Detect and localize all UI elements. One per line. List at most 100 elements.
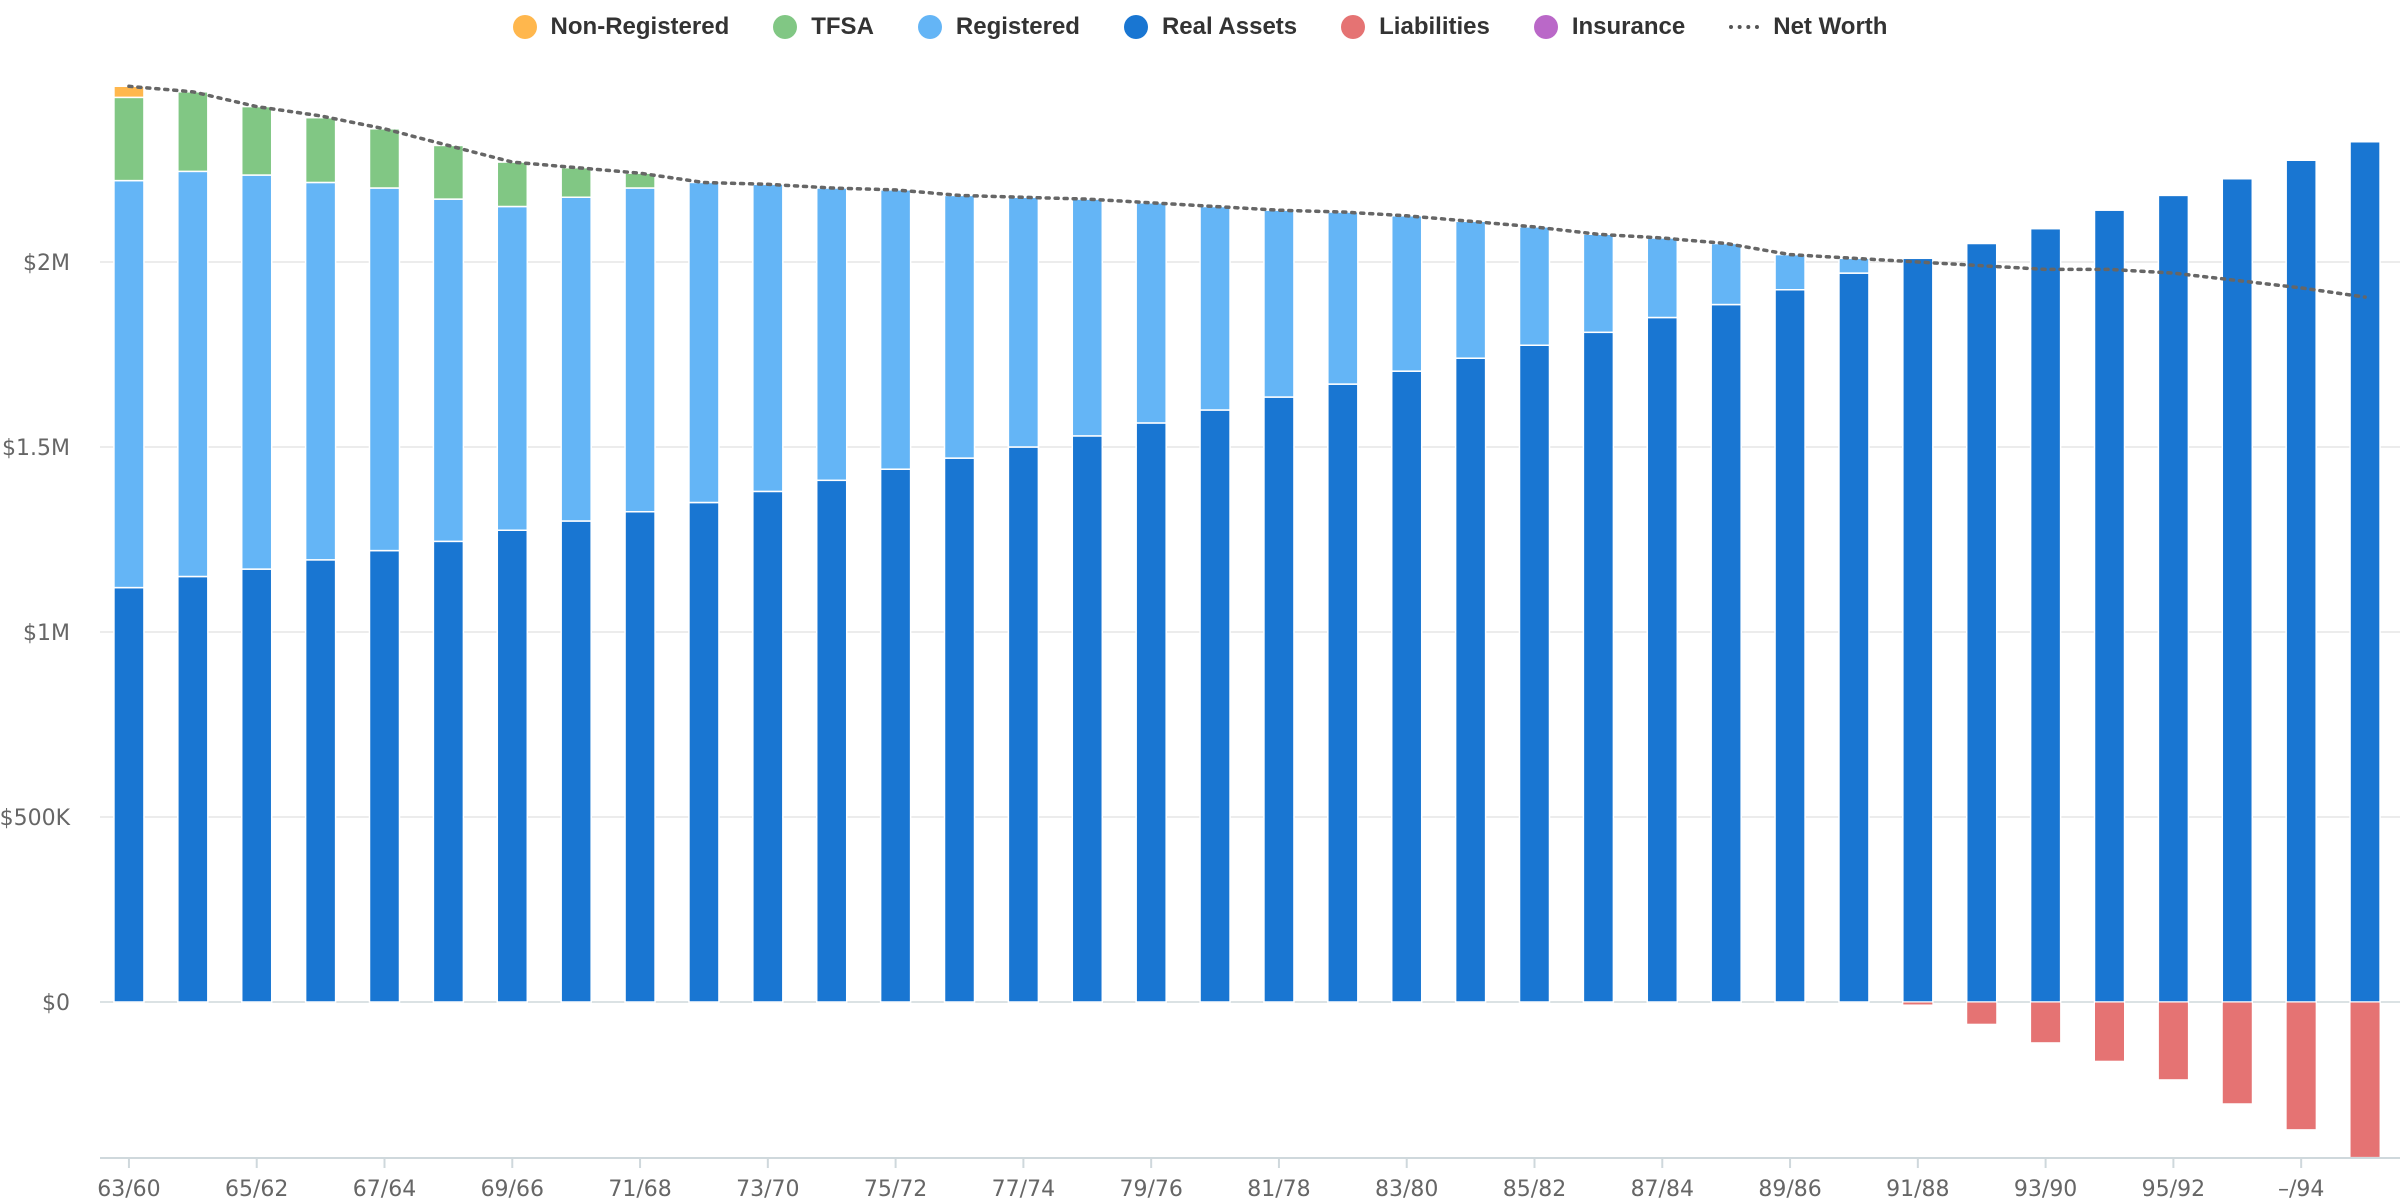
bar-real[interactable] — [1902, 257, 1934, 1003]
x-tick-label: 95/92 — [2142, 1177, 2205, 1200]
bar-real[interactable] — [943, 457, 976, 1003]
bar-reg[interactable] — [1646, 237, 1679, 319]
bar-reg[interactable] — [624, 187, 656, 513]
bar-real[interactable] — [304, 559, 337, 1003]
legend-label-insurance: Insurance — [1571, 13, 1686, 40]
y-tick-label: $0 — [42, 991, 70, 1016]
bar-liabilities[interactable] — [1966, 1001, 1998, 1025]
legend-item-registered[interactable]: Registered — [917, 13, 1080, 41]
bar-real[interactable] — [1327, 383, 1359, 1003]
bar-real[interactable] — [879, 468, 912, 1003]
bar-real[interactable] — [1710, 303, 1742, 1003]
bar-tfsa[interactable] — [177, 91, 209, 173]
legend-item-non-registered[interactable]: Non-Registered — [512, 13, 729, 41]
bar-tfsa[interactable] — [304, 116, 337, 184]
bar-reg[interactable] — [1390, 215, 1423, 372]
bar-reg[interactable] — [1710, 242, 1742, 306]
legend-item-insurance[interactable]: Insurance — [1533, 13, 1686, 41]
bar-tfsa[interactable] — [113, 96, 145, 182]
bar-liabilities[interactable] — [2157, 1001, 2189, 1081]
bar-reg[interactable] — [943, 194, 976, 459]
legend-marker-insurance — [1533, 15, 1558, 39]
bar-real[interactable] — [688, 501, 720, 1003]
bar-tfsa[interactable] — [368, 128, 401, 189]
bar-reg[interactable] — [1199, 205, 1231, 411]
bar-real[interactable] — [1774, 289, 1806, 1003]
bar-tfsa[interactable] — [624, 172, 656, 189]
bar-real[interactable] — [177, 575, 209, 1003]
bar-real[interactable] — [2349, 141, 2381, 1003]
bar-reg[interactable] — [1454, 220, 1487, 359]
bar-liabilities[interactable] — [2285, 1001, 2317, 1131]
bar-real[interactable] — [2285, 159, 2317, 1003]
x-tick-label: 75/72 — [864, 1177, 927, 1200]
x-tick-label: 63/60 — [97, 1177, 160, 1200]
bar-reg[interactable] — [368, 187, 401, 552]
bar-reg[interactable] — [688, 181, 720, 504]
bar-reg[interactable] — [752, 183, 784, 493]
bar-real[interactable] — [1071, 435, 1104, 1003]
bar-reg[interactable] — [1135, 202, 1167, 424]
net-worth-line[interactable] — [127, 84, 2367, 299]
bar-reg[interactable] — [1582, 233, 1615, 334]
bar-reg[interactable] — [879, 189, 912, 470]
bar-real[interactable] — [2157, 194, 2190, 1003]
bar-liabilities[interactable] — [2221, 1001, 2253, 1105]
bar-real[interactable] — [432, 540, 465, 1003]
legend-item-tfsa[interactable]: TFSA — [773, 13, 874, 41]
bar-tfsa[interactable] — [240, 105, 273, 176]
bar-real[interactable] — [1965, 242, 1998, 1003]
bar-real[interactable] — [496, 529, 529, 1003]
bar-real[interactable] — [240, 568, 273, 1003]
bar-reg[interactable] — [1071, 198, 1104, 437]
bar-real[interactable] — [1263, 396, 1295, 1003]
bar-real[interactable] — [1454, 357, 1487, 1003]
x-tick-label: 73/70 — [736, 1177, 799, 1200]
legend-item-liabilities[interactable]: Liabilities — [1341, 13, 1490, 41]
bar-reg[interactable] — [1263, 209, 1295, 398]
bar-reg[interactable] — [560, 196, 592, 522]
bar-real[interactable] — [1646, 316, 1679, 1003]
bar-reg[interactable] — [496, 205, 529, 531]
bar-reg[interactable] — [432, 198, 465, 543]
bar-real[interactable] — [560, 520, 592, 1003]
bar-tfsa[interactable] — [560, 166, 592, 198]
bar-tfsa[interactable] — [496, 161, 529, 208]
bar-reg[interactable] — [1327, 211, 1359, 385]
bar-reg[interactable] — [1518, 226, 1551, 347]
bar-real[interactable] — [1390, 370, 1423, 1003]
bar-liabilities[interactable] — [2030, 1001, 2062, 1044]
bar-reg[interactable] — [240, 174, 273, 570]
bar-reg[interactable] — [304, 181, 337, 561]
bar-real[interactable] — [2029, 227, 2062, 1003]
legend-item-real-assets[interactable]: Real Assets — [1123, 13, 1297, 41]
bar-real[interactable] — [815, 479, 848, 1003]
x-tick-label: 67/64 — [353, 1177, 416, 1200]
bar-reg[interactable] — [815, 187, 848, 482]
bar-reg[interactable] — [1007, 196, 1040, 448]
bar-reg[interactable] — [113, 179, 145, 589]
bar-liabilities[interactable] — [2094, 1001, 2125, 1062]
bar-real[interactable] — [2221, 178, 2254, 1003]
bar-reg[interactable] — [177, 170, 209, 578]
bar-real[interactable] — [752, 490, 784, 1003]
legend-item-net-worth[interactable]: Net Worth — [1729, 13, 1887, 41]
bar-liabilities[interactable] — [1902, 1001, 1934, 1006]
bar-real[interactable] — [368, 549, 401, 1003]
bar-tfsa[interactable] — [432, 144, 465, 200]
bar-real[interactable] — [1007, 446, 1040, 1003]
bars — [113, 85, 2381, 1158]
bar-liabilities[interactable] — [2349, 1001, 2381, 1158]
bar-reg[interactable] — [1774, 253, 1806, 291]
legend-label-registered: Registered — [955, 13, 1080, 40]
bar-real[interactable] — [1135, 422, 1167, 1003]
x-tick-label: 93/90 — [2014, 1177, 2077, 1200]
bar-real[interactable] — [2093, 209, 2126, 1003]
bar-real[interactable] — [1838, 272, 1870, 1003]
bar-real[interactable] — [1199, 409, 1231, 1003]
bar-real[interactable] — [1518, 344, 1551, 1003]
x-tick-label: 77/74 — [992, 1177, 1055, 1200]
bar-real[interactable] — [113, 586, 145, 1003]
bar-real[interactable] — [624, 511, 656, 1003]
bar-real[interactable] — [1582, 331, 1615, 1003]
